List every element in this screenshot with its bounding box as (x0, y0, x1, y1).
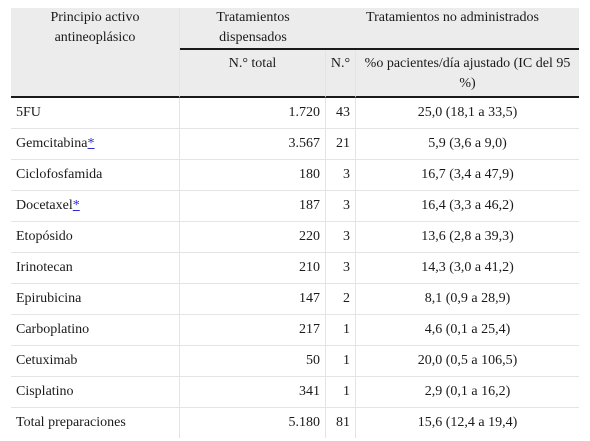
table-header: Principio activo antineoplásico Tratamie… (11, 8, 580, 98)
table-row: 5FU 1.720 43 25,0 (18,1 a 33,5) (11, 98, 580, 129)
cell-total-dispensed: 1.720 (180, 98, 326, 129)
table-row: Docetaxel* 187 3 16,4 (3,3 a 46,2) (11, 191, 580, 222)
cell-not-administered-count: 3 (326, 253, 356, 284)
drug-name-text: Cisplatino (16, 384, 74, 399)
cell-adjusted-rate: 14,3 (3,0 a 41,2) (356, 253, 580, 284)
cell-drug-name: Cetuximab (11, 346, 180, 377)
table-row: Irinotecan 210 3 14,3 (3,0 a 41,2) (11, 253, 580, 284)
cell-total-dispensed: 180 (180, 160, 326, 191)
table-body: 5FU 1.720 43 25,0 (18,1 a 33,5) Gemcitabina*… (11, 98, 580, 438)
cell-drug-name: Carboplatino (11, 315, 180, 346)
header-count: N.° (326, 50, 356, 98)
cell-not-administered-count: 1 (326, 315, 356, 346)
cell-not-administered-count: 1 (326, 377, 356, 408)
cell-drug-name: Cisplatino (11, 377, 180, 408)
cell-drug-name: 5FU (11, 98, 180, 129)
cell-not-administered-count: 3 (326, 222, 356, 253)
header-dispensed: Tratamientos dispensados (180, 8, 326, 50)
cell-adjusted-rate: 8,1 (0,9 a 28,9) (356, 284, 580, 315)
cell-not-administered-count: 3 (326, 191, 356, 222)
adverse-events-table: Principio activo antineoplásico Tratamie… (11, 8, 580, 438)
cell-drug-name: Gemcitabina* (11, 129, 180, 160)
cell-drug-name: Epirubicina (11, 284, 180, 315)
cell-total-dispensed: 5.180 (180, 408, 326, 438)
cell-not-administered-count: 21 (326, 129, 356, 160)
cell-total-dispensed: 147 (180, 284, 326, 315)
cell-not-administered-count: 2 (326, 284, 356, 315)
footnote-link[interactable]: * (72, 198, 80, 213)
drug-name-text: Docetaxel (16, 198, 73, 213)
cell-total-dispensed: 50 (180, 346, 326, 377)
drug-name-text: Cetuximab (16, 353, 78, 368)
cell-drug-name: Etopósido (11, 222, 180, 253)
table-row: Ciclofosfamida 180 3 16,7 (3,4 a 47,9) (11, 160, 580, 191)
cell-adjusted-rate: 15,6 (12,4 a 19,4) (417, 415, 518, 430)
footnote-link[interactable]: * (87, 136, 95, 151)
cell-total-dispensed: 210 (180, 253, 326, 284)
table-row: Cisplatino 341 1 2,9 (0,1 a 16,2) (11, 377, 580, 408)
drug-name-text: Ciclofosfamida (16, 167, 103, 182)
cell-adjusted-rate: 4,6 (0,1 a 25,4) (356, 315, 580, 346)
cell-adjusted-rate: 16,7 (3,4 a 47,9) (356, 160, 580, 191)
cell-adjusted-rate: 13,6 (2,8 a 39,3) (356, 222, 580, 253)
cell-not-administered-count: 3 (326, 160, 356, 191)
cell-total-dispensed: 217 (180, 315, 326, 346)
drug-name-text: Etopósido (16, 229, 73, 244)
drug-name-text: Gemcitabina (16, 136, 88, 151)
table-row: Etopósido 220 3 13,6 (2,8 a 39,3) (11, 222, 580, 253)
cell-adjusted-rate: 2,9 (0,1 a 16,2) (356, 377, 580, 408)
cell-adjusted-rate: 16,4 (3,3 a 46,2) (356, 191, 580, 222)
cell-adjusted-rate: 5,9 (3,6 a 9,0) (356, 129, 580, 160)
cell-not-administered-count: 43 (326, 98, 356, 129)
cell-total-dispensed: 220 (180, 222, 326, 253)
drug-name-text: Total preparaciones (16, 415, 126, 430)
drug-name-text: Carboplatino (16, 322, 90, 337)
header-total: N.° total (180, 50, 326, 98)
cell-total-dispensed: 187 (180, 191, 326, 222)
table-row: Total preparaciones 5.180 81 15,6 (12,4 a 1… (11, 408, 579, 438)
header-active-ingredient: Principio activo antineoplásico (11, 8, 180, 98)
table-row: Cetuximab 50 1 20,0 (0,5 a 106,5) (11, 346, 580, 377)
cell-adjusted-rate: 25,0 (18,1 a 33,5) (356, 98, 580, 129)
cell-not-administered-count: 1 (326, 346, 356, 377)
drug-name-text: 5FU (16, 105, 41, 120)
cell-total-dispensed: 341 (180, 377, 326, 408)
header-not-administered: Tratamientos no administrados (326, 8, 580, 50)
table-row: Gemcitabina* 3.567 21 5,9 (3,6 a 9,0) (11, 129, 580, 160)
cell-adjusted-rate: 20,0 (0,5 a 106,5) (356, 346, 580, 377)
cell-drug-name: Docetaxel* (11, 191, 180, 222)
drug-name-text: Epirubicina (16, 291, 82, 306)
cell-total-dispensed: 3.567 (180, 129, 326, 160)
table-row: Carboplatino 217 1 4,6 (0,1 a 25,4) (11, 315, 580, 346)
cell-not-administered-count: 81 (326, 408, 356, 438)
cell-drug-name: Irinotecan (11, 253, 180, 284)
table-row: Epirubicina 147 2 8,1 (0,9 a 28,9) (11, 284, 580, 315)
drug-name-text: Irinotecan (16, 260, 73, 275)
cell-drug-name: Ciclofosfamida (11, 160, 180, 191)
cell-drug-name: Total preparaciones (11, 408, 180, 438)
header-pct: %o pacientes/día ajustado (IC del 95 %) (356, 50, 580, 98)
